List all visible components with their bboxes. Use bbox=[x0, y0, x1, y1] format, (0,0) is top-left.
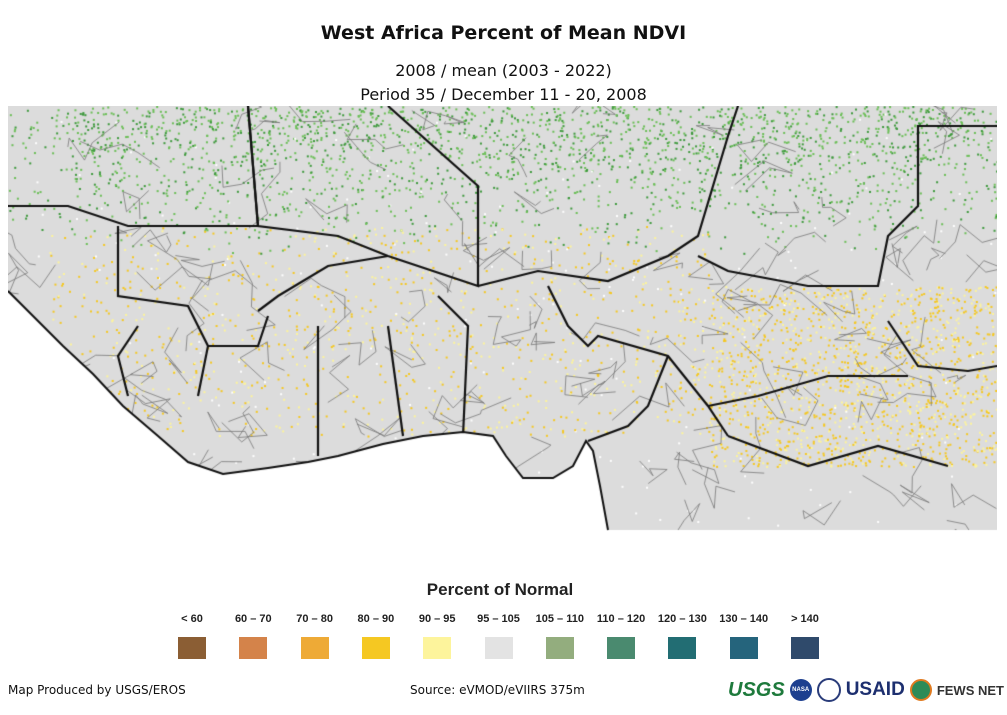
legend-swatch bbox=[239, 637, 268, 659]
legend-swatch bbox=[668, 637, 697, 659]
legend-label: 105 – 110 bbox=[535, 613, 584, 625]
legend-label: > 140 bbox=[791, 613, 819, 625]
legend-label: 130 – 140 bbox=[719, 613, 769, 625]
map-subtitle-years: 2008 / mean (2003 - 2022) bbox=[395, 61, 612, 80]
data-source: Source: eVMOD/eVIIRS 375m bbox=[410, 683, 585, 697]
partner-logos: USGS NASA USAID FEWS NET bbox=[728, 678, 1004, 702]
legend-label: 120 – 130 bbox=[657, 613, 707, 625]
usgs-logo: USGS bbox=[728, 678, 785, 701]
legend-label: 90 – 95 bbox=[418, 613, 456, 625]
legend-label: 70 – 80 bbox=[296, 613, 333, 625]
legend-label: 110 – 120 bbox=[596, 613, 646, 625]
legend-label: 80 – 90 bbox=[357, 613, 395, 625]
legend-label: < 60 bbox=[181, 613, 203, 625]
legend-item: 60 – 70 bbox=[223, 613, 283, 659]
usaid-seal-icon bbox=[816, 678, 841, 702]
ndvi-map-raster bbox=[8, 106, 997, 531]
fews-net-logo: FEWS NET bbox=[936, 682, 1004, 698]
legend-swatch bbox=[729, 637, 758, 659]
legend-title: Percent of Normal bbox=[426, 580, 574, 599]
legend-swatch bbox=[361, 637, 390, 659]
map-subtitle-period: Period 35 / December 11 - 20, 2008 bbox=[360, 85, 647, 104]
legend-item: 80 – 90 bbox=[346, 613, 406, 659]
legend-item: 95 – 105 bbox=[469, 613, 529, 659]
legend-label: 60 – 70 bbox=[234, 613, 272, 625]
legend-item: 130 – 140 bbox=[714, 613, 774, 659]
legend-item: > 140 bbox=[775, 613, 835, 659]
legend-swatch bbox=[178, 637, 206, 659]
nasa-logo: NASA bbox=[789, 679, 812, 701]
legend-item: 105 – 110 bbox=[530, 613, 590, 659]
legend-item: 70 – 80 bbox=[285, 613, 345, 659]
legend-swatch bbox=[607, 637, 636, 659]
usaid-logo: USAID bbox=[845, 679, 905, 700]
legend-item: 90 – 95 bbox=[407, 613, 467, 659]
fews-globe-icon bbox=[909, 679, 932, 701]
map-credit: Map Produced by USGS/EROS bbox=[8, 683, 186, 697]
legend-item: 110 – 120 bbox=[591, 613, 651, 659]
legend-swatch bbox=[791, 637, 819, 659]
legend-label: 95 – 105 bbox=[477, 613, 520, 625]
legend-item: 120 – 130 bbox=[652, 613, 712, 659]
legend-swatch bbox=[484, 637, 513, 659]
legend-swatch bbox=[545, 637, 574, 659]
legend-item: < 60 bbox=[162, 613, 222, 659]
legend-swatch bbox=[423, 637, 452, 659]
legend-swatch bbox=[300, 637, 329, 659]
map-title: West Africa Percent of Mean NDVI bbox=[320, 22, 687, 44]
